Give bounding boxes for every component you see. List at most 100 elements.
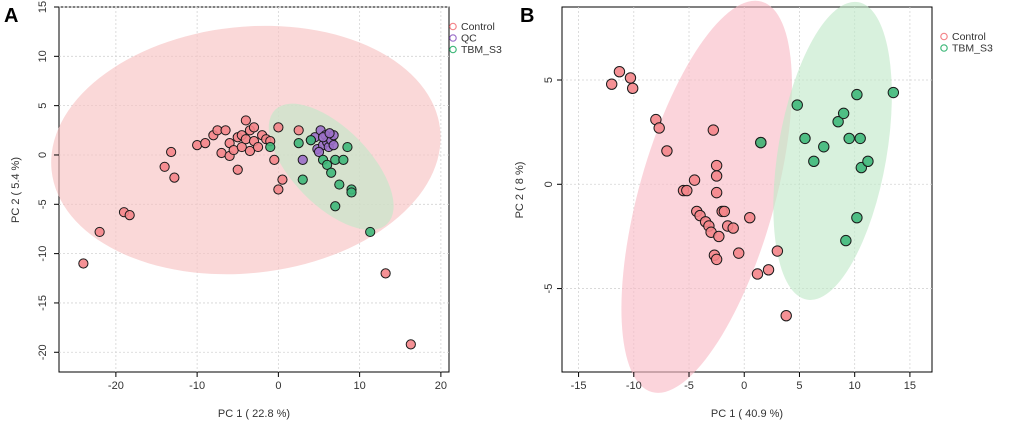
x-tick-label: -10	[626, 380, 642, 392]
legend-marker-control	[940, 32, 948, 41]
y-tick-label: 5	[37, 103, 49, 109]
point-control	[169, 172, 180, 183]
point-control	[159, 161, 170, 172]
point-tbm-s3	[818, 141, 830, 153]
point-tbm-s3	[297, 174, 308, 185]
panel-b-points	[606, 65, 900, 322]
point-control	[744, 211, 756, 224]
point-control	[380, 268, 391, 279]
point-control	[236, 141, 247, 153]
point-control	[661, 145, 673, 157]
x-tick-label: 10	[849, 380, 861, 392]
point-control	[273, 122, 284, 133]
point-control	[606, 78, 618, 90]
point-tbm-s3	[854, 132, 866, 145]
point-tbm-s3	[265, 141, 276, 153]
point-control	[269, 154, 280, 166]
point-control	[200, 138, 211, 149]
panel-a-label: A	[4, 5, 18, 27]
point-tbm-s3	[851, 211, 863, 224]
point-control	[713, 230, 725, 243]
panel-a: A -20 -10 0 10 20 15 10 5 0 -5 -10 -15 -20 PC 1 ( 2…	[4, 1, 502, 420]
point-tbm-s3	[365, 226, 376, 238]
point-tbm-s3	[330, 201, 341, 212]
point-tbm-s3	[305, 135, 316, 146]
point-control	[220, 125, 231, 136]
point-tbm-s3	[832, 116, 844, 128]
point-control	[681, 184, 693, 197]
point-qc	[328, 140, 339, 151]
point-control	[277, 174, 288, 185]
point-tbm-s3	[346, 187, 357, 198]
x-tick-label: 0	[275, 380, 281, 392]
y-tick-label: -20	[37, 344, 49, 360]
legend-marker-qc	[449, 34, 457, 42]
legend-label-tbm-s3: TBM_S3	[952, 43, 993, 55]
legend-marker-control	[449, 22, 457, 31]
point-tbm-s3	[338, 154, 349, 166]
point-tbm-s3	[293, 138, 304, 149]
point-control	[710, 170, 723, 182]
point-control	[293, 125, 304, 136]
point-control	[613, 65, 626, 78]
point-tbm-s3	[851, 88, 863, 101]
point-control	[232, 164, 243, 175]
point-control	[124, 210, 135, 221]
point-tbm-s3	[843, 132, 855, 145]
point-control	[240, 115, 251, 126]
panel-a-x-axis-label: PC 1 ( 22.8 %)	[218, 408, 290, 420]
x-tick-label: -20	[108, 380, 124, 392]
point-control	[751, 268, 764, 280]
y-tick-label: 5	[543, 77, 555, 83]
panel-b: B -15 -10 -5 0 5 10 15 5 0 -5 PC 1 ( 40.9 %) PC …	[514, 0, 993, 420]
panel-b-y-axis-label: PC 2 ( 8 %)	[514, 162, 526, 219]
panel-a-y-axis-label: PC 2 ( 5.4 %)	[10, 157, 22, 223]
point-tbm-s3	[334, 179, 345, 190]
x-tick-label: 15	[904, 380, 916, 392]
panel-b-ellipses	[621, 0, 892, 393]
point-tbm-s3	[755, 136, 767, 149]
point-tbm-s3	[808, 155, 820, 168]
legend-label-qc: QC	[461, 33, 477, 45]
point-control	[780, 309, 792, 322]
point-tbm-s3	[322, 159, 333, 170]
point-control	[626, 82, 639, 95]
x-tick-label: 20	[435, 380, 447, 392]
point-tbm-s3	[840, 234, 852, 247]
panel-a-points	[78, 115, 416, 350]
panel-b-x-ticks: -15 -10 -5 0 5 10 15	[571, 372, 916, 392]
point-control	[248, 122, 260, 133]
legend-label-control: Control	[461, 21, 495, 33]
point-control	[710, 186, 723, 199]
y-tick-label: 10	[37, 50, 49, 62]
point-control	[762, 264, 775, 276]
x-tick-label: -10	[189, 380, 205, 392]
point-control	[653, 122, 665, 134]
x-tick-label: -15	[571, 380, 587, 392]
point-control	[78, 258, 89, 269]
y-tick-label: -10	[37, 246, 49, 262]
point-qc	[297, 154, 308, 166]
x-tick-label: 10	[354, 380, 366, 392]
panel-a-x-ticks: -20 -10 0 10 20	[108, 372, 447, 392]
point-qc	[324, 128, 335, 139]
y-tick-label: -5	[37, 199, 49, 209]
panel-b-label: B	[520, 5, 534, 27]
y-tick-label: 0	[543, 181, 555, 187]
x-tick-label: -5	[684, 380, 694, 392]
legend-marker-tbm-s3	[449, 45, 457, 54]
panel-b-y-ticks: 5 0 -5	[543, 77, 562, 294]
point-tbm-s3	[862, 155, 874, 168]
point-control	[733, 247, 745, 259]
point-control	[273, 184, 284, 195]
point-tbm-s3	[342, 141, 353, 153]
point-tbm-s3	[791, 99, 803, 111]
point-qc	[313, 146, 325, 158]
y-tick-label: -5	[543, 284, 555, 294]
point-control	[252, 141, 264, 153]
panel-b-x-axis-label: PC 1 ( 40.9 %)	[711, 408, 783, 420]
point-control	[771, 245, 784, 257]
